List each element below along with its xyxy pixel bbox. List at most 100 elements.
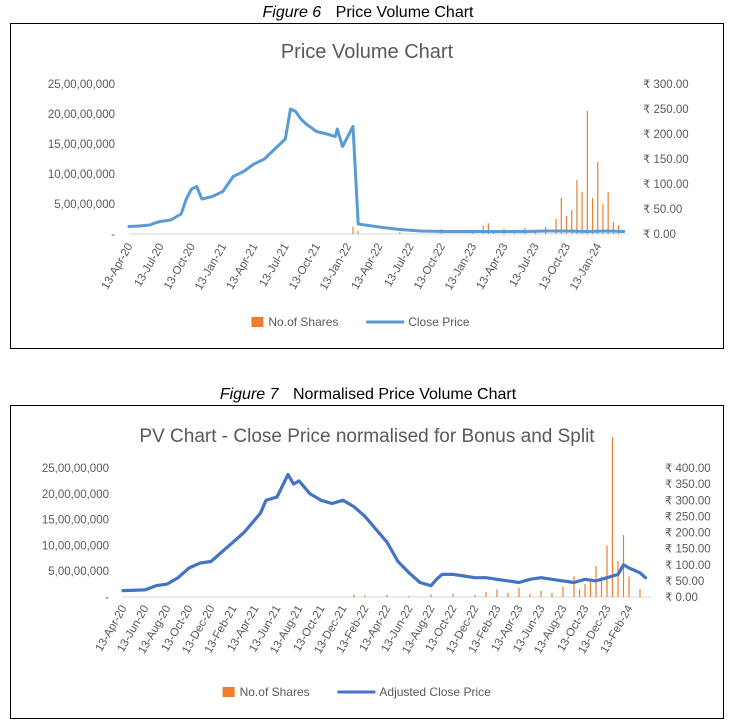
volume-bar — [487, 223, 489, 234]
volume-bar — [597, 162, 599, 234]
figure-6-title: Price Volume Chart — [335, 4, 474, 21]
left-axis-tick-label: 20,00,00,000 — [48, 109, 115, 121]
legend: No.of Shares Close Price — [251, 315, 470, 329]
volume-bar — [565, 216, 568, 234]
legend-label-price: Adjusted Close Price — [379, 685, 491, 699]
volume-bar — [602, 204, 604, 234]
right-axis-tick-label: ₹ 150.00 — [643, 154, 689, 166]
volume-bar — [352, 226, 354, 234]
x-axis-tick-label: 13-Jan-23 — [443, 242, 479, 293]
volume-bar — [578, 589, 581, 597]
volume-bar — [611, 437, 614, 597]
figure-6-caption: Figure 6 Price Volume Chart — [0, 4, 736, 22]
right-axis-tick-label: ₹ 200.00 — [665, 528, 711, 540]
right-axis-tick-label: ₹ 0.00 — [665, 592, 698, 604]
x-axis-tick-label: 13-Jan-22 — [318, 242, 354, 293]
x-axis-tick-label: 13-Jul-22 — [382, 242, 416, 290]
right-axis-tick-label: ₹ 250.00 — [665, 511, 711, 523]
volume-bar — [364, 595, 366, 597]
volume-bar — [485, 591, 487, 597]
figure-7-title: Normalised Price Volume Chart — [292, 386, 517, 403]
x-axis-tick-label: 13-Oct-22 — [412, 242, 448, 292]
chart-2-frame: PV Chart - Close Price normalised for Bo… — [10, 405, 724, 719]
volume-bar — [576, 180, 578, 234]
figure-7-caption: Figure 7 Normalised Price Volume Chart — [0, 386, 736, 404]
chart-title: Price Volume Chart — [281, 41, 454, 63]
volume-bar — [482, 225, 484, 234]
x-axis-tick-label: 13-Jul-21 — [257, 242, 291, 290]
volume-bar — [600, 576, 603, 597]
chart-2: PV Chart - Close Price normalised for Bo… — [42, 426, 711, 699]
volume-bar — [496, 589, 498, 597]
volume-bar — [628, 576, 630, 597]
volume-bar — [408, 595, 410, 597]
price-line — [121, 472, 648, 593]
right-axis-tick-label: ₹ 400.00 — [665, 463, 711, 475]
volume-bar — [540, 590, 542, 597]
left-axis-tick-label: - — [105, 592, 109, 604]
chart-1: Price Volume Chart - 5,00,00,000 10,00,00,0… — [48, 41, 689, 329]
legend-label-volume: No.of Shares — [240, 685, 310, 699]
volume-bar — [474, 594, 476, 597]
volume-bar — [518, 587, 520, 597]
x-axis-tick-label: 13-Apr-23 — [475, 242, 511, 292]
volume-bar — [386, 594, 388, 597]
volume-bar — [555, 219, 557, 234]
figure-7-label: Figure 7 — [219, 386, 279, 403]
right-axis-tick-label: ₹ 150.00 — [665, 544, 711, 556]
volume-bar — [562, 586, 564, 597]
left-axis-tick-label: 10,00,00,000 — [48, 169, 115, 181]
volume-bar — [617, 560, 619, 597]
chart-1-frame: Price Volume Chart - 5,00,00,000 10,00,00,0… — [10, 23, 724, 349]
legend-label-price: Close Price — [408, 315, 470, 329]
volume-bar — [589, 578, 592, 597]
volume-bar — [584, 584, 586, 597]
volume-bar — [357, 231, 359, 234]
volume-bar — [551, 592, 553, 597]
left-axis-tick-label: 25,00,00,000 — [48, 79, 115, 91]
volume-bar — [617, 225, 620, 234]
left-axis-tick-label: 10,00,00,000 — [42, 540, 109, 552]
right-axis-tick-label: ₹ 250.00 — [643, 104, 689, 116]
chart-title: PV Chart - Close Price normalised for Bo… — [139, 426, 595, 447]
volume-bar — [586, 111, 588, 234]
right-axis-tick-label: ₹ 0.00 — [643, 229, 676, 241]
volume-bar — [591, 198, 594, 234]
volume-bar — [560, 198, 562, 234]
volume-bar — [606, 545, 608, 597]
left-axis-tick-label: 20,00,00,000 — [42, 489, 109, 501]
right-axis-tick-label: ₹ 300.00 — [643, 79, 689, 91]
x-axis-tick-label: 13-Jul-20 — [132, 242, 166, 290]
right-axis-tick-label: ₹ 300.00 — [665, 495, 711, 507]
legend-swatch-volume — [251, 317, 264, 327]
right-axis-tick-label: ₹ 350.00 — [665, 479, 711, 491]
volume-bar — [452, 593, 454, 597]
volume-bar — [571, 210, 573, 234]
x-axis-tick-label: 13-Apr-21 — [225, 242, 261, 292]
volume-bar — [639, 589, 641, 597]
volume-bar — [581, 192, 583, 234]
legend-swatch-volume — [222, 687, 235, 697]
x-axis-tick-label: 13-Oct-21 — [287, 242, 323, 292]
figure-6-label: Figure 6 — [262, 4, 322, 21]
volume-bar — [430, 594, 432, 597]
right-axis-tick-label: ₹ 100.00 — [665, 560, 711, 572]
left-axis-tick-label: 5,00,00,000 — [48, 566, 109, 578]
x-axis-tick-label: 13-Jan-21 — [193, 242, 229, 293]
volume-bar — [399, 232, 401, 234]
legend: No.of Shares Adjusted Close Price — [222, 685, 491, 699]
legend-label-volume: No.of Shares — [268, 315, 338, 329]
left-axis-tick-label: 5,00,00,000 — [54, 199, 115, 211]
left-axis-tick-label: 15,00,00,000 — [42, 515, 109, 527]
right-axis-tick-label: ₹ 200.00 — [643, 129, 689, 141]
left-axis-tick-label: 15,00,00,000 — [48, 139, 115, 151]
right-axis-tick-label: ₹ 50.00 — [665, 576, 704, 588]
volume-bar — [529, 593, 531, 597]
volume-bar — [607, 192, 609, 234]
x-axis-tick-label: 13-Jan-24 — [568, 241, 605, 292]
x-axis-tick-label: 13-Apr-20 — [100, 242, 136, 292]
volume-bar — [573, 576, 575, 597]
x-axis-tick-label: 13-Apr-22 — [350, 242, 386, 292]
volume-bar — [507, 592, 509, 597]
right-axis-tick-label: ₹ 50.00 — [643, 204, 682, 216]
